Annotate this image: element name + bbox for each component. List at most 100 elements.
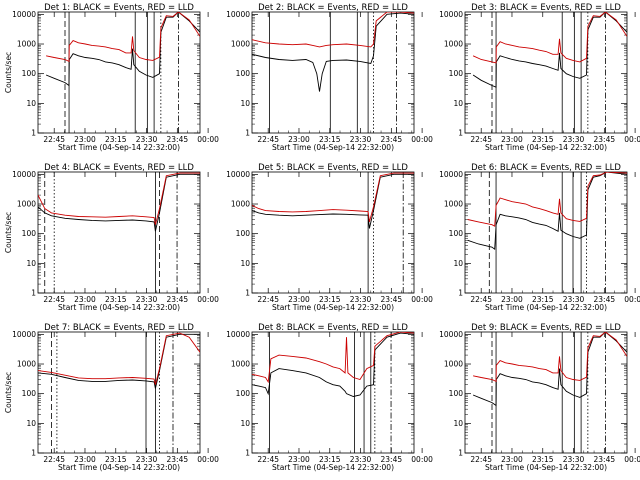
x-tick-label: 23:15 [105, 455, 127, 464]
x-tick-label: 22:45 [257, 295, 279, 304]
lld-series-line [252, 332, 414, 384]
x-tick-label: 23:30 [563, 135, 585, 144]
x-tick-label: 23:15 [532, 455, 554, 464]
x-tick-label: 23:00 [74, 135, 96, 144]
x-tick-label: 23:00 [501, 295, 523, 304]
x-tick-label: 23:15 [105, 135, 127, 144]
y-tick-label: 10 [26, 259, 36, 268]
x-tick-label: 23:00 [288, 135, 310, 144]
x-axis-label: Start Time (04-Sep-14 22:32:00) [58, 143, 180, 152]
y-axis-label: Counts/sec [4, 372, 13, 413]
x-tick-label: 23:30 [350, 135, 372, 144]
events-series-line [38, 173, 200, 232]
x-tick-label: 23:45 [167, 135, 189, 144]
detector-panel-2: 1 10 100 1000 10000 22:45 23:00 23:15 23:30 23:45… [226, 3, 433, 152]
lld-series-line [38, 332, 200, 385]
detector-panel-6: 1 10 100 1000 10000 22:45 23:00 23:15 23:30 23:45… [439, 163, 640, 312]
detector-panel-9: 1 10 100 1000 10000 22:45 23:00 23:15 23:30 23:45… [439, 323, 640, 472]
y-tick-label: 100 [236, 389, 251, 398]
panel-title: Det 8: BLACK = Events, RED = LLD [258, 323, 408, 333]
y-tick-label: 1 [458, 449, 463, 458]
y-tick-label: 10 [26, 99, 36, 108]
panel-title: Det 5: BLACK = Events, RED = LLD [258, 163, 408, 173]
x-tick-label: 23:00 [288, 295, 310, 304]
y-tick-label: 1000 [231, 40, 250, 49]
y-tick-label: 10 [26, 419, 36, 428]
x-tick-label: 23:30 [136, 135, 158, 144]
lld-series-line [467, 172, 627, 227]
panel-title: Det 6: BLACK = Events, RED = LLD [471, 163, 621, 173]
x-tick-label: 22:45 [43, 135, 65, 144]
y-tick-label: 1000 [444, 40, 463, 49]
y-tick-label: 10000 [439, 330, 463, 339]
y-tick-label: 100 [22, 229, 37, 238]
y-tick-label: 10 [453, 259, 463, 268]
lld-series-line [473, 332, 627, 383]
y-axis-label: Counts/sec [4, 52, 13, 93]
x-tick-label: 00:00 [411, 135, 433, 144]
x-tick-label: 23:30 [563, 295, 585, 304]
y-axis-label: Counts/sec [4, 212, 13, 253]
events-series-line [252, 173, 414, 229]
y-tick-label: 1 [245, 449, 250, 458]
x-tick-label: 22:45 [257, 135, 279, 144]
plot-frame [251, 11, 415, 134]
y-tick-label: 10000 [439, 170, 463, 179]
x-tick-label: 23:45 [381, 295, 403, 304]
y-tick-label: 100 [449, 229, 464, 238]
x-tick-label: 23:30 [350, 455, 372, 464]
y-tick-label: 1 [458, 129, 463, 138]
y-tick-label: 1000 [231, 200, 250, 209]
events-series-line [252, 12, 414, 92]
panel-title: Det 3: BLACK = Events, RED = LLD [471, 3, 621, 13]
y-tick-label: 1000 [444, 200, 463, 209]
x-axis-label: Start Time (04-Sep-14 22:32:00) [272, 143, 394, 152]
y-tick-label: 1000 [17, 40, 36, 49]
plot-frame [37, 171, 201, 294]
y-tick-label: 10000 [12, 330, 36, 339]
y-tick-label: 1 [245, 129, 250, 138]
y-tick-label: 100 [449, 389, 464, 398]
x-axis-label: Start Time (04-Sep-14 22:32:00) [272, 463, 394, 472]
x-tick-label: 22:45 [257, 455, 279, 464]
x-tick-label: 00:00 [411, 455, 433, 464]
detector-panel-4: 1 10 100 1000 10000 22:45 23:00 23:15 23:30 23:45… [4, 163, 219, 312]
x-tick-label: 00:00 [197, 295, 219, 304]
x-tick-label: 23:15 [319, 135, 341, 144]
y-tick-label: 10 [453, 99, 463, 108]
events-series-line [45, 12, 200, 87]
x-tick-label: 00:00 [411, 295, 433, 304]
y-tick-label: 1000 [17, 200, 36, 209]
lld-series-line [252, 172, 414, 223]
panel-title: Det 1: BLACK = Events, RED = LLD [44, 3, 194, 13]
x-tick-label: 23:15 [319, 295, 341, 304]
y-tick-label: 10000 [226, 170, 250, 179]
detector-panel-1: 1 10 100 1000 10000 22:45 23:00 23:15 23:30 23:45… [4, 3, 219, 152]
y-tick-label: 1000 [17, 360, 36, 369]
lld-series-line [252, 12, 414, 48]
x-tick-label: 00:00 [624, 295, 640, 304]
lld-series-line [46, 12, 200, 63]
plot-frame [37, 11, 201, 134]
x-tick-label: 23:15 [532, 135, 554, 144]
x-tick-label: 22:45 [43, 455, 65, 464]
x-tick-label: 22:45 [470, 455, 492, 464]
panel-title: Det 2: BLACK = Events, RED = LLD [258, 3, 408, 13]
x-axis-label: Start Time (04-Sep-14 22:32:00) [272, 303, 394, 312]
y-tick-label: 10 [453, 419, 463, 428]
x-tick-label: 00:00 [624, 135, 640, 144]
x-tick-label: 23:45 [594, 455, 616, 464]
x-tick-label: 22:45 [43, 295, 65, 304]
x-tick-label: 23:15 [532, 295, 554, 304]
panel-title: Det 4: BLACK = Events, RED = LLD [44, 163, 194, 173]
y-tick-label: 100 [22, 389, 37, 398]
x-tick-label: 23:45 [167, 455, 189, 464]
x-tick-label: 23:15 [319, 455, 341, 464]
x-axis-label: Start Time (04-Sep-14 22:32:00) [485, 463, 607, 472]
x-axis-label: Start Time (04-Sep-14 22:32:00) [485, 303, 607, 312]
y-tick-label: 10000 [12, 170, 36, 179]
x-axis-label: Start Time (04-Sep-14 22:32:00) [58, 303, 180, 312]
y-tick-label: 10 [240, 259, 250, 268]
y-tick-label: 10 [240, 419, 250, 428]
